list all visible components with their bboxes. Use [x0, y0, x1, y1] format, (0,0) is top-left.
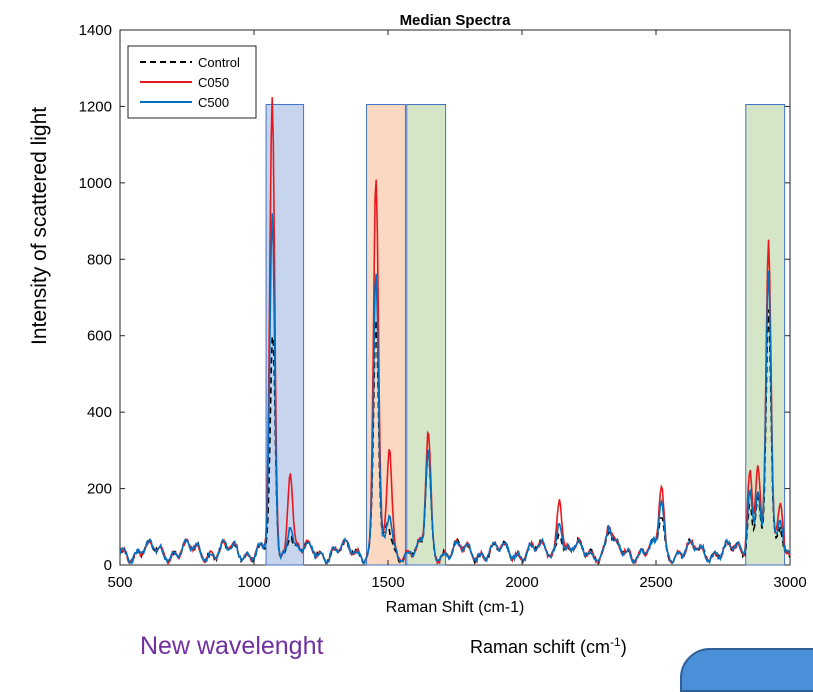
raman-schift-sup: -1 [610, 635, 621, 649]
spectra-chart: Median Spectra Raman Shift (cm-1) 500 100… [79, 12, 807, 616]
x-tick-label: 2000 [505, 574, 538, 591]
corner-shape [680, 648, 813, 692]
highlight-band [265, 104, 305, 566]
x-tick-label: 500 [107, 574, 132, 591]
x-tick-label: 1000 [237, 574, 270, 591]
legend: Control C050 C500 [127, 45, 257, 119]
legend-label: Control [198, 55, 240, 70]
chart-title: Median Spectra [400, 12, 512, 29]
x-tick-label: 2500 [639, 574, 672, 591]
x-tick-label: 3000 [773, 574, 806, 591]
y-tick-label: 200 [87, 481, 112, 498]
y-tick-label: 0 [104, 557, 112, 574]
y-axis-label-container: Intensity of scattered light [20, 107, 60, 345]
y-tick-label: 400 [87, 404, 112, 421]
legend-label: C050 [198, 75, 229, 90]
raman-schift-main: Raman schift (cm [470, 637, 611, 657]
x-axis-label: Raman Shift (cm-1) [386, 599, 525, 616]
y-axis-label: Intensity of scattered light [28, 106, 51, 345]
y-tick-label: 1000 [79, 175, 112, 192]
legend-label: C500 [198, 95, 229, 110]
new-wavelength-text: New wavelenght [140, 632, 324, 660]
y-tick-label: 1400 [79, 22, 112, 39]
y-tick-label: 600 [87, 328, 112, 345]
plot-area [119, 29, 791, 566]
y-tick-label: 800 [87, 251, 112, 268]
x-tick-label: 1500 [371, 574, 404, 591]
y-tick-label: 1200 [79, 98, 112, 115]
raman-schift-close: ) [620, 637, 627, 657]
series-line-c500 [119, 213, 791, 565]
raman-schift-text: Raman schift (cm-1) [470, 635, 627, 658]
highlight-band [406, 104, 447, 566]
